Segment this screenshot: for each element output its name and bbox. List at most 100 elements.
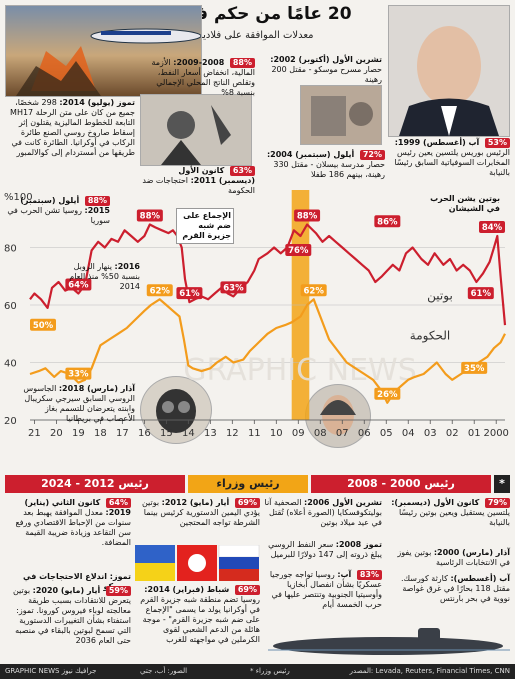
y-tick-label: 40 bbox=[4, 359, 17, 370]
data-label-bg bbox=[374, 387, 401, 400]
note-theatre-siege-date: تشرين الأول (أكتوبر) 2002: bbox=[270, 55, 382, 64]
data-label: 61% bbox=[471, 289, 492, 299]
note-kursk: آب (أغسطس): كارثة كورسك. مقتل 118 بحارًا… bbox=[388, 574, 510, 604]
data-label-bg bbox=[294, 209, 321, 222]
note-crimea-callout-text: الإجماع على ضم شبه جزيرة القرم bbox=[182, 211, 231, 240]
note-crimea-2014-date: شباط (فبراير) 2014: bbox=[144, 585, 230, 594]
note-election-2000: آذار (مارس) 2000: بوتين يفوز في الانتخاب… bbox=[388, 548, 510, 568]
x-tick-label: 01 bbox=[468, 428, 481, 439]
data-label: 86% bbox=[377, 217, 398, 227]
data-label: 76% bbox=[288, 246, 309, 256]
data-label: 61% bbox=[179, 289, 200, 299]
data-label-bg bbox=[136, 209, 163, 222]
note-kursk-date: آب (أغسطس): bbox=[450, 574, 510, 583]
x-tick-label: 05 bbox=[380, 428, 393, 439]
note-mh17: تموز (يوليو) 2014: 298 شخصًا، جميع من كا… bbox=[5, 98, 135, 158]
x-tick-label: 2000 bbox=[483, 428, 508, 439]
note-referendum-2020: 59% أيار (مايو) 2020: بوتين يتعرض للانتق… bbox=[5, 586, 131, 646]
note-georgia-text: روسيا تواجه جورجيا عسكريًا بشأن انفصال أ… bbox=[269, 570, 382, 609]
note-putin-1999-text: الرئيس بوريس يلتسين يعين رئيس المخابرات … bbox=[394, 148, 510, 177]
note-oil-price: تموز 2008: سعر النفط الروسي يبلغ ذروته إ… bbox=[262, 540, 382, 560]
band-president-2012-2024: رئيس 2012 - 2024 bbox=[5, 475, 185, 493]
data-label-bg bbox=[65, 278, 92, 291]
note-beslan-pct: 72% bbox=[359, 150, 385, 160]
band-marker-star: * bbox=[499, 477, 505, 490]
data-label-bg bbox=[220, 281, 247, 294]
note-oil-crisis-pct: 88% bbox=[229, 58, 255, 68]
note-putin-1999-pct: 53% bbox=[484, 138, 510, 148]
note-georgia: 83% آب: روسيا تواجه جورجيا عسكريًا بشأن … bbox=[262, 570, 382, 610]
x-tick-label: 18 bbox=[94, 428, 107, 439]
y-unit-label: %100 bbox=[4, 192, 33, 203]
data-label-bg bbox=[479, 221, 505, 233]
x-tick-label: 12 bbox=[226, 428, 239, 439]
series-label-government: الحكومة bbox=[410, 329, 450, 344]
x-tick-label: 21 bbox=[28, 428, 41, 439]
note-crimea-2014: 69% شباط (فبراير) 2014: روسيا تضم منطقة … bbox=[135, 585, 260, 645]
note-referendum-2020-date: أيار (مايو) 2020: bbox=[32, 586, 101, 595]
submarine-illustration bbox=[268, 620, 510, 660]
data-label: 88% bbox=[140, 212, 161, 222]
x-tick-label: 03 bbox=[424, 428, 437, 439]
note-crimea-2014-text: روسيا تضم منطقة شبه جزيرة القرم في أوكرا… bbox=[140, 595, 260, 644]
data-label: 84% bbox=[482, 223, 503, 233]
data-label-bg bbox=[300, 284, 327, 297]
note-oil-crisis-text: الأزمة المالية، انخفاض أسعار النفط، وتقل… bbox=[151, 58, 255, 97]
x-tick-label: 06 bbox=[358, 428, 371, 439]
note-referendum-2020-pct: 59% bbox=[105, 586, 131, 596]
note-mh17-text: 298 شخصًا، جميع من كان على متن الرحلة MH… bbox=[10, 98, 135, 157]
note-election-2000-text: بوتين يفوز في الانتخابات الرئاسية bbox=[397, 548, 510, 567]
watermark-text: GRAPHIC NEWS bbox=[183, 353, 416, 388]
note-theatre-siege: تشرين الأول (أكتوبر) 2002: حصار مسرح موس… bbox=[260, 55, 382, 85]
data-label: 64% bbox=[68, 281, 89, 291]
data-label: 35% bbox=[464, 364, 485, 374]
note-oil-price-text: سعر النفط الروسي يبلغ ذروته إلى 147 دولا… bbox=[268, 540, 382, 559]
data-label-bg bbox=[146, 284, 173, 297]
note-election-2000-date: آذار (مارس) 2000: bbox=[433, 548, 510, 557]
y-tick-label: 80 bbox=[4, 244, 17, 255]
note-skripal: آذار (مارس) 2018: الجاسوس الروسي السابق … bbox=[20, 384, 135, 424]
note-skripal-text: الجاسوس الروسي السابق سيرجي سكريبال وابن… bbox=[23, 384, 135, 423]
y-tick-label: 60 bbox=[4, 301, 17, 312]
note-oil-crisis: 88% 2009-2008: الأزمة المالية، انخفاض أس… bbox=[140, 58, 255, 98]
data-label-bg bbox=[374, 215, 401, 228]
y-tick-label: 20 bbox=[4, 416, 17, 427]
note-kursk-text: كارثة كورسك. مقتل 118 بحارًا في غرق غواص… bbox=[400, 574, 510, 603]
x-tick-label: 14 bbox=[182, 428, 195, 439]
band-marker: * bbox=[494, 475, 510, 493]
data-label: 62% bbox=[304, 286, 325, 296]
footer-pm-note: * رئيس وزراء bbox=[250, 667, 290, 675]
note-yeltsin-pct: 79% bbox=[484, 498, 510, 508]
note-putin-1999-date: آب (أغسطس) 1999: bbox=[394, 138, 480, 147]
series-label-putin: بوتين bbox=[427, 288, 453, 303]
note-politkovskaya: تشرين الأول 2006: الصحفية آنا بوليتكوفسك… bbox=[262, 498, 382, 528]
data-label: 50% bbox=[33, 321, 54, 331]
note-crimea-callout: الإجماع على ضم شبه جزيرة القرم bbox=[176, 208, 234, 244]
note-beslan-date: أيلول (سبتمبر) 2004: bbox=[266, 150, 355, 159]
x-tick-label: 20 bbox=[50, 428, 63, 439]
note-politkovskaya-date: تشرين الأول 2006: bbox=[304, 498, 382, 507]
data-label: 26% bbox=[377, 390, 398, 400]
theatre-siege-photo bbox=[300, 85, 382, 145]
note-may-2012-date: أيار (مايو) 2012: bbox=[161, 498, 230, 507]
footer-photos: الصور: أب، جتي bbox=[140, 667, 188, 675]
note-chechnya-text: بوتين يشن الحرب في الشيشان bbox=[430, 194, 500, 213]
data-label-bg bbox=[65, 367, 92, 380]
note-protests-2011-text: احتجاجات ضد الحكومة bbox=[142, 176, 255, 195]
note-yeltsin-date: كانون الأول (ديسمبر): bbox=[391, 498, 480, 507]
x-tick-label: 11 bbox=[248, 428, 261, 439]
x-tick-label: 15 bbox=[160, 428, 173, 439]
note-theatre-siege-text: حصار مسرح موسكو - مقتل 200 رهينة bbox=[271, 65, 382, 84]
note-mh17-date: تموز (يوليو) 2014: bbox=[59, 98, 135, 107]
politkovskaya-photo bbox=[305, 384, 371, 448]
data-label: 88% bbox=[297, 212, 318, 222]
note-beslan: 72% أيلول (سبتمبر) 2004: حصار مدرسة بيسل… bbox=[265, 150, 385, 180]
band-president-2012-label: رئيس 2012 - 2024 bbox=[41, 477, 149, 490]
note-protests-2011-date: كانون الأول (ديسمبر) 2011: bbox=[178, 166, 255, 185]
band-president-2000-2008: رئيس 2000 - 2008 bbox=[311, 475, 491, 493]
band-prime-minister: رئيس وزراء bbox=[188, 475, 308, 493]
data-label-bg bbox=[285, 244, 312, 256]
note-politkovskaya-text: الصحفية آنا بوليتكوفسكايا (الصورة أعلاه)… bbox=[264, 498, 382, 527]
data-label-bg bbox=[467, 287, 494, 300]
